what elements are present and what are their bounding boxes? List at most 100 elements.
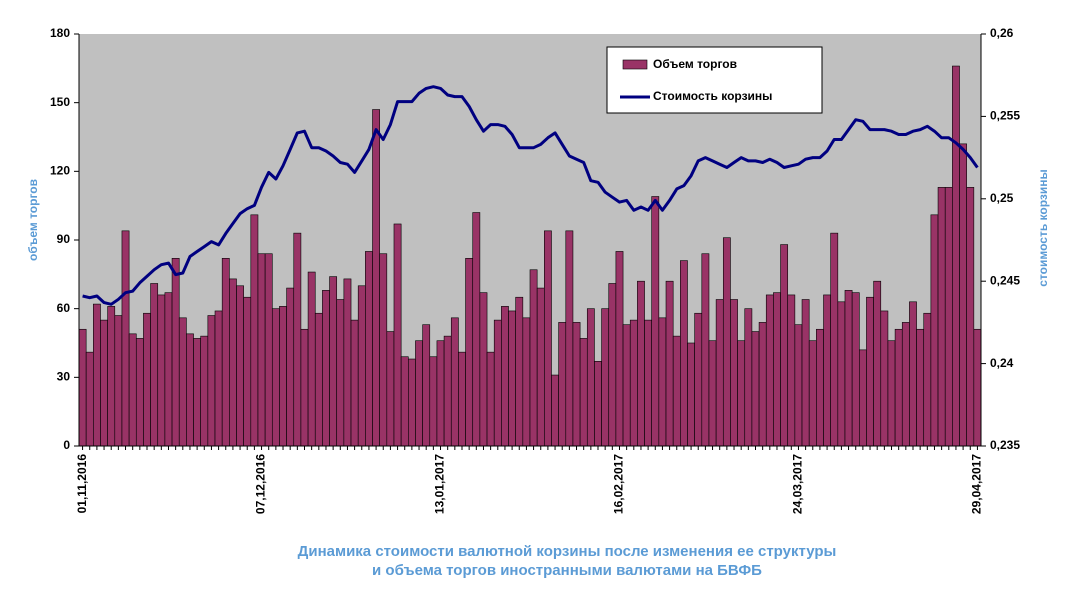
y2-tick-label: 0,26 [990,26,1014,40]
bar [973,328,982,447]
bar [515,296,524,447]
bar [544,230,552,447]
bar [565,230,574,447]
bar [379,253,388,447]
bar [572,322,581,447]
bar [107,306,116,447]
bar [307,271,316,447]
bar [522,317,531,447]
bar [193,338,201,447]
bar [300,328,309,447]
bar [458,351,466,447]
bar [594,361,602,447]
bar [944,187,953,447]
bar [859,349,867,447]
bar [178,317,187,447]
chart-title: и объема торгов иностранными валютами на… [372,562,762,579]
bar [622,324,631,447]
bar [508,310,516,447]
y-tick-label: 90 [57,232,71,246]
bar [758,322,767,447]
bar [880,310,889,447]
bar [329,276,338,447]
bar [236,285,244,447]
x-tick-label: 29,04,2017 [970,454,984,514]
bar [672,335,681,447]
bar [114,315,123,447]
x-tick-label: 24,03,2017 [791,454,805,514]
bar [866,296,874,447]
bar [450,317,459,447]
bar [751,331,760,447]
bar [894,328,903,447]
bar [286,287,295,447]
bar [959,143,967,447]
bar [78,328,87,447]
bar [400,356,409,447]
bar [264,253,273,447]
bar [250,214,259,447]
bar [687,342,695,447]
bar [794,324,803,447]
bar [586,308,595,447]
bar [558,322,567,447]
bar [357,285,366,447]
bar [715,299,724,447]
bar [644,319,652,447]
bar [730,299,738,447]
bar [629,319,638,447]
bar [93,303,101,447]
bar [665,280,674,447]
bar [429,356,438,447]
y2-tick-label: 0,24 [990,356,1014,370]
y-tick-label: 180 [50,26,70,40]
bar [415,340,423,447]
bar [909,301,917,447]
bar [551,374,559,447]
y-tick-label: 150 [50,95,70,109]
y-axis-label: объем торгов [26,179,40,261]
chart-title: Динамика стоимости валютной корзины посл… [298,543,837,560]
bar [422,324,431,447]
legend-label: Объем торгов [653,57,737,71]
bar [773,292,781,447]
bar [336,299,345,447]
bar [837,301,846,447]
bar [164,292,173,447]
bar [443,335,452,447]
legend-swatch [622,59,648,70]
y2-tick-label: 0,255 [990,109,1020,123]
bar [966,187,975,447]
bar [365,251,373,447]
bar [694,312,703,447]
bar [171,258,180,447]
bar [436,340,445,447]
x-tick-label: 16,02,2017 [612,454,626,514]
bar [844,290,853,447]
bar [100,319,108,447]
bar [293,232,302,447]
bar [472,212,481,447]
legend-box [606,46,823,114]
x-tick-label: 01,11,2016 [75,454,89,514]
y-tick-label: 30 [57,370,71,384]
bar [207,315,216,447]
bar [157,294,166,447]
bar [780,244,789,447]
bar [930,214,939,447]
bar [408,358,416,447]
x-tick-label: 07,12,2016 [254,454,268,514]
line [82,85,979,306]
y-tick-label: 120 [50,164,70,178]
bar [608,283,617,447]
bar [386,331,395,447]
bar [343,278,352,447]
bar [737,340,746,447]
bar [937,187,946,447]
bar [744,308,753,447]
y2-axis-label: стоимость корзины [1036,169,1050,286]
bar [901,322,910,447]
bar [637,280,645,447]
bar [615,251,624,447]
